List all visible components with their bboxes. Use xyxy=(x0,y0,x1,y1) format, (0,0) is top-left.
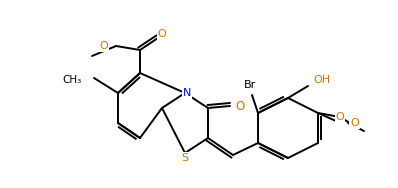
Text: N: N xyxy=(183,88,191,98)
Text: O: O xyxy=(235,99,245,112)
Text: O: O xyxy=(350,118,359,128)
Text: O: O xyxy=(99,41,108,51)
Text: OH: OH xyxy=(314,75,331,85)
Text: S: S xyxy=(181,153,189,163)
Text: Br: Br xyxy=(244,80,256,90)
Text: O: O xyxy=(158,29,166,39)
Text: O: O xyxy=(336,112,344,122)
Text: CH₃: CH₃ xyxy=(63,75,82,85)
